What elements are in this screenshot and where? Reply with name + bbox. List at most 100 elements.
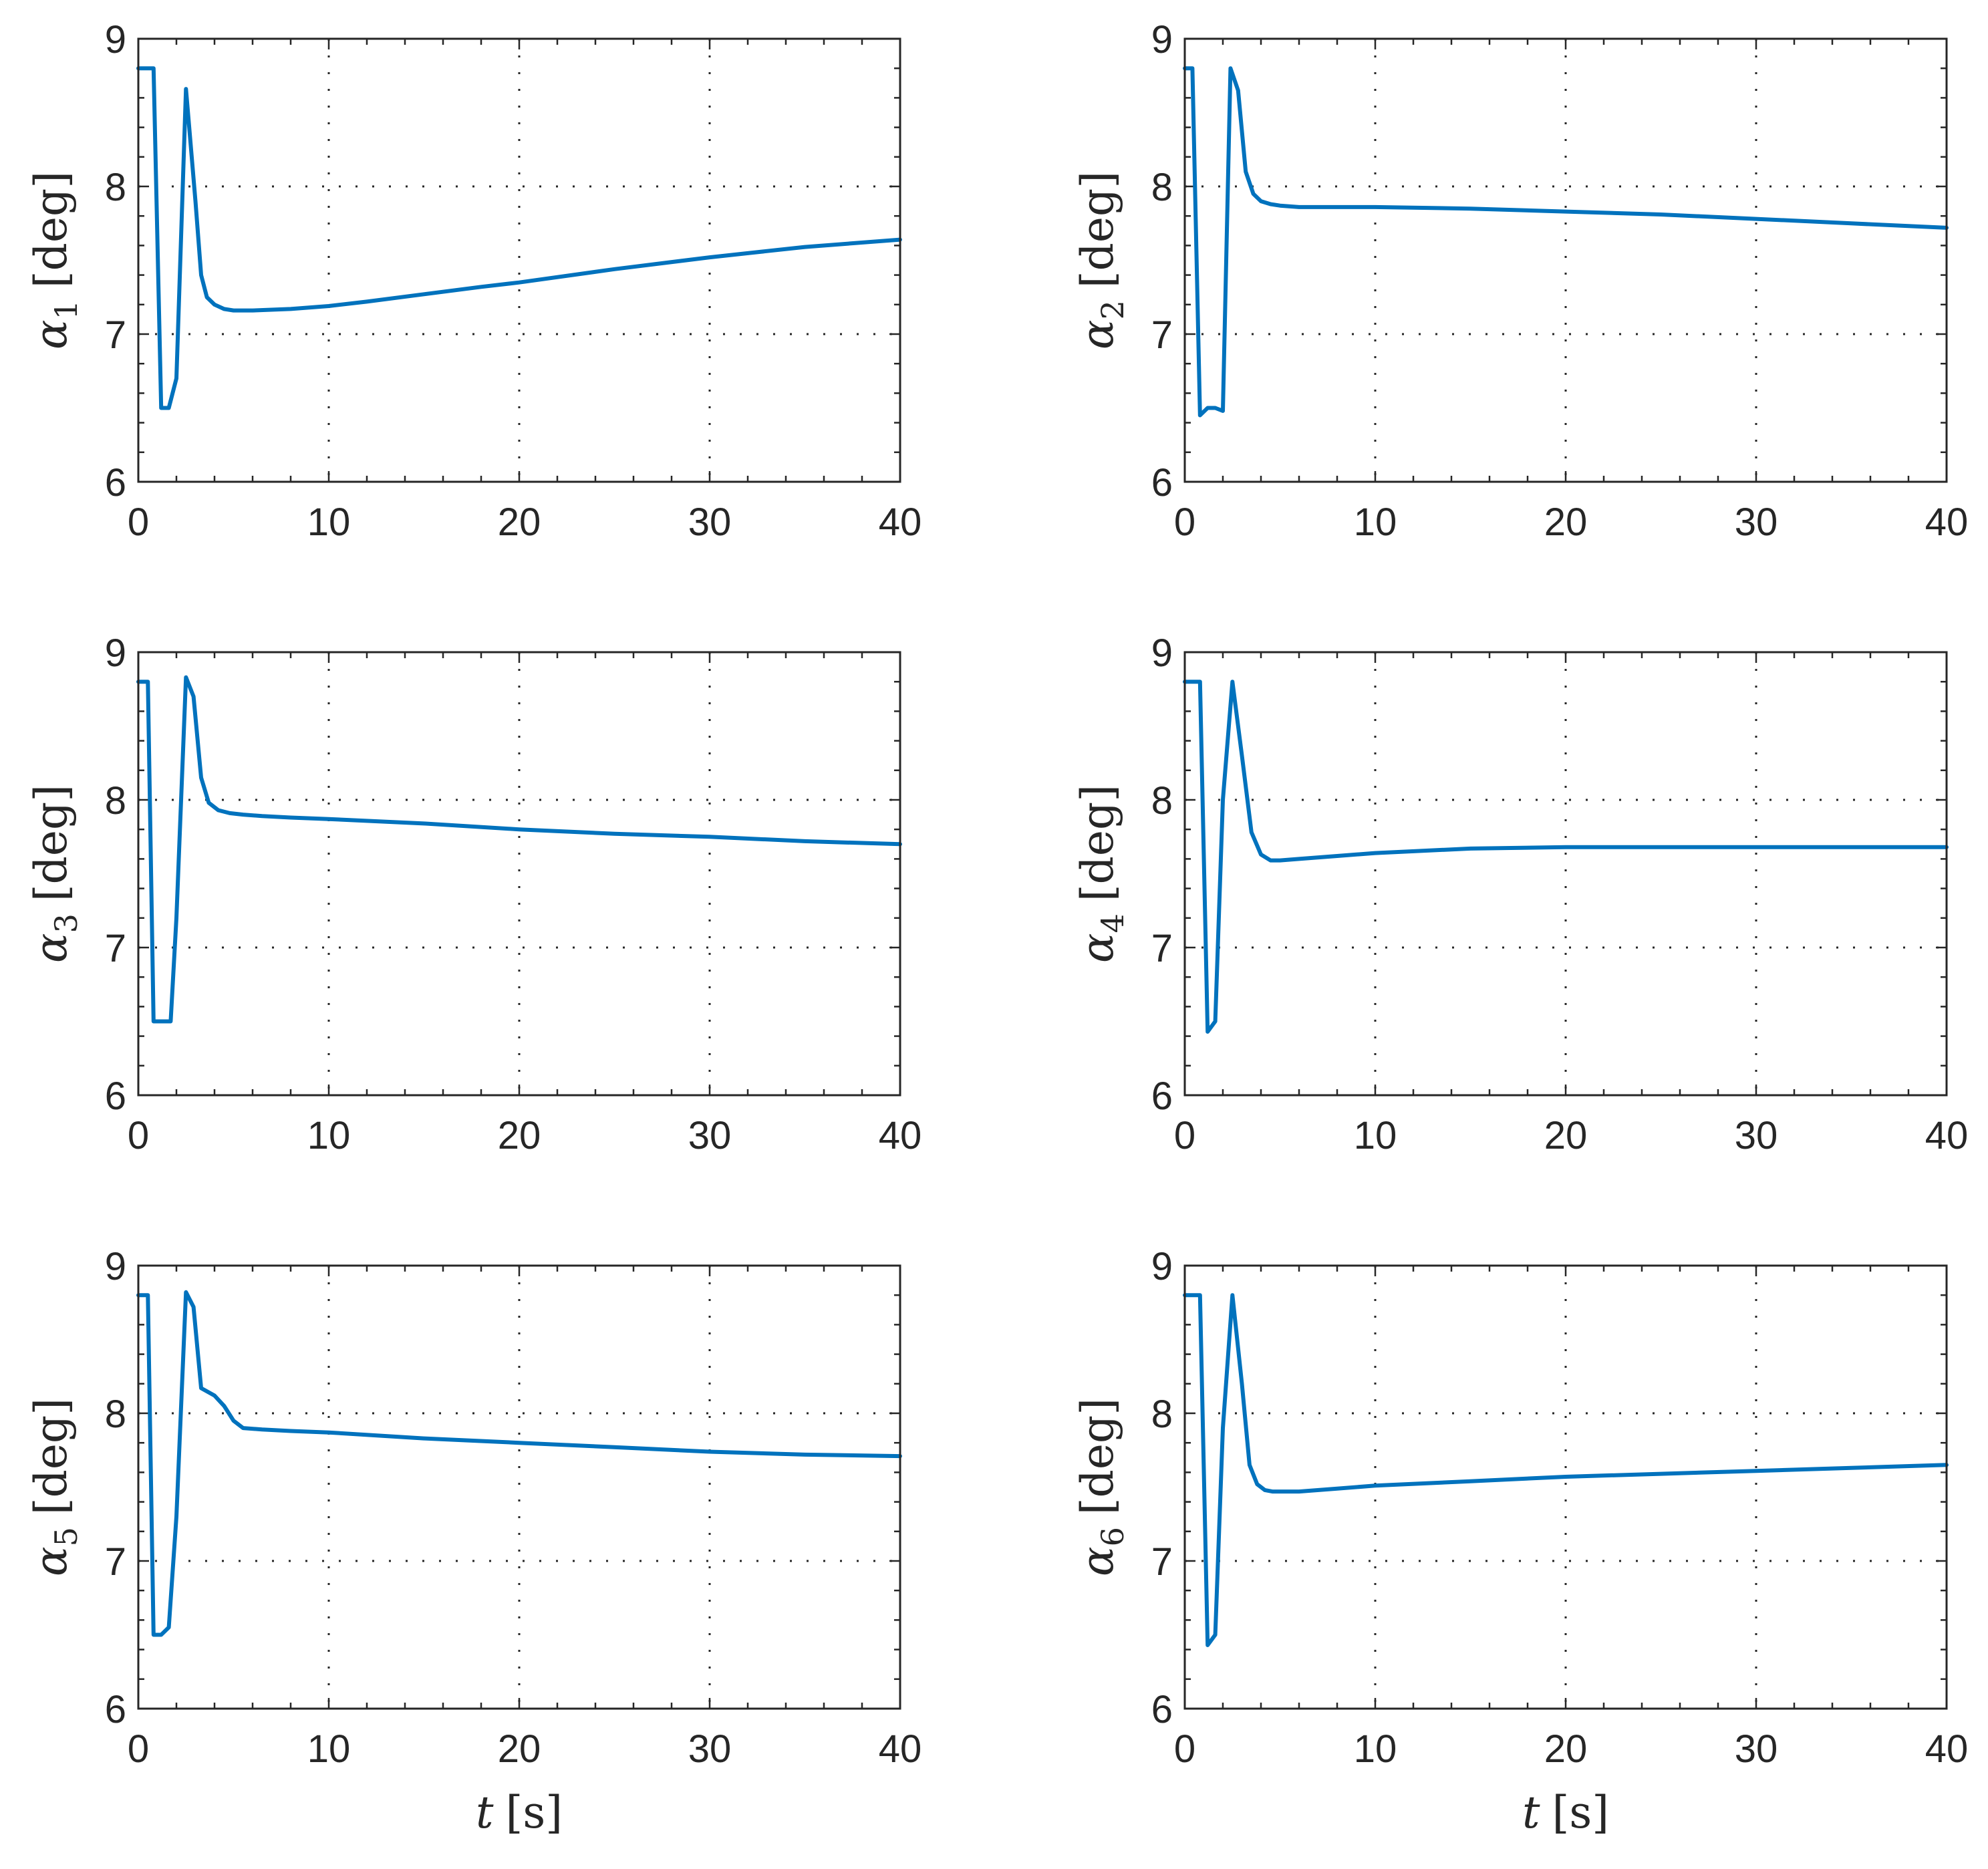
x-tick-label: 40: [1925, 1114, 1969, 1157]
x-tick-label: 10: [307, 500, 351, 544]
series-line-alpha1: [136, 66, 902, 410]
axes-box: [137, 37, 901, 483]
y-tick-label: 7: [105, 313, 126, 357]
y-label-symbol: α: [25, 1546, 77, 1576]
x-tick-label: 40: [1925, 500, 1969, 544]
x-tick-label: 30: [688, 1114, 732, 1157]
y-tick-label: 8: [105, 779, 126, 823]
y-label-symbol: α: [1072, 933, 1123, 963]
y-label-unit: [deg]: [25, 784, 77, 901]
x-tick-label: 40: [879, 1114, 922, 1157]
y-tick-label: 7: [105, 927, 126, 970]
x-tick-label: 0: [1174, 500, 1195, 544]
y-label-symbol: α: [25, 933, 77, 963]
x-tick-label: 40: [879, 1727, 922, 1771]
y-tick-label: 8: [105, 1393, 126, 1436]
y-tick-label: 6: [105, 1688, 126, 1731]
x-tick-label: 10: [1354, 1114, 1397, 1157]
x-tick-label: 20: [498, 500, 541, 544]
panel-alpha1: 0 10 20 30 40 6 7 8 9 α1 [deg]: [25, 18, 921, 544]
y-tick-label: 6: [105, 461, 126, 505]
x-tick-label: 0: [128, 1727, 149, 1771]
y-label-unit: [deg]: [1072, 784, 1123, 901]
y-tick-label: 9: [105, 18, 126, 61]
x-tick-label: 40: [1925, 1727, 1969, 1771]
axes-box: [137, 1264, 901, 1710]
y-tick-label: 9: [105, 631, 126, 675]
y-tick-label: 6: [105, 1074, 126, 1118]
x-tick-label: 20: [498, 1114, 541, 1157]
y-axis-label: α1 [deg]: [25, 171, 84, 349]
y-tick-label: 8: [1151, 779, 1173, 823]
x-tick-label: 40: [879, 500, 922, 544]
panel-alpha3: 0 10 20 30 40 6 7 8 9 α3 [deg]: [25, 631, 921, 1157]
y-tick-label: 9: [1151, 1245, 1173, 1288]
x-label-symbol: t: [476, 1787, 494, 1838]
series-line-alpha2: [1183, 66, 1949, 418]
y-tick-label: 7: [1151, 313, 1173, 357]
y-tick-label: 7: [105, 1540, 126, 1584]
y-label-unit: [deg]: [25, 1398, 77, 1515]
x-axis-label: t [s]: [1522, 1787, 1609, 1838]
axes-box: [1183, 37, 1948, 483]
series-line-alpha4: [1183, 680, 1949, 1034]
x-tick-label: 0: [1174, 1114, 1195, 1157]
x-tick-label: 10: [1354, 1727, 1397, 1771]
x-label-unit: [s]: [506, 1787, 563, 1838]
y-label-unit: [deg]: [1072, 171, 1123, 288]
x-tick-label: 20: [1544, 1114, 1588, 1157]
x-tick-label: 10: [1354, 500, 1397, 544]
y-tick-label: 9: [1151, 631, 1173, 675]
y-label-subscript: 2: [1095, 300, 1131, 319]
x-label-symbol: t: [1522, 1787, 1540, 1838]
y-tick-label: 8: [1151, 1393, 1173, 1436]
y-axis-label: α6 [deg]: [1072, 1398, 1131, 1576]
x-tick-label: 0: [1174, 1727, 1195, 1771]
y-tick-label: 6: [1151, 461, 1173, 505]
x-tick-label: 10: [307, 1114, 351, 1157]
y-tick-label: 6: [1151, 1074, 1173, 1118]
y-label-subscript: 5: [48, 1527, 84, 1546]
y-label-symbol: α: [25, 319, 77, 349]
y-tick-label: 6: [1151, 1688, 1173, 1731]
x-tick-label: 0: [128, 1114, 149, 1157]
y-label-subscript: 6: [1095, 1527, 1131, 1546]
y-label-unit: [deg]: [1072, 1398, 1123, 1515]
axes-box: [1183, 1264, 1948, 1710]
y-tick-label: 9: [1151, 18, 1173, 61]
x-tick-label: 20: [498, 1727, 541, 1771]
y-tick-label: 8: [1151, 166, 1173, 209]
y-label-symbol: α: [1072, 1546, 1123, 1576]
panel-alpha2: 0 10 20 30 40 6 7 8 9 α2 [deg]: [1072, 18, 1968, 544]
series-line-alpha6: [1183, 1293, 1949, 1647]
x-tick-label: 30: [1735, 1114, 1778, 1157]
y-tick-label: 9: [105, 1245, 126, 1288]
x-axis-label: t [s]: [476, 1787, 563, 1838]
y-tick-label: 7: [1151, 927, 1173, 970]
y-axis-label: α2 [deg]: [1072, 171, 1131, 349]
series-line-alpha5: [136, 1290, 902, 1637]
x-tick-label: 30: [688, 1727, 732, 1771]
axes-box: [1183, 651, 1948, 1097]
y-label-subscript: 1: [48, 300, 84, 319]
x-tick-label: 10: [307, 1727, 351, 1771]
y-label-subscript: 4: [1095, 913, 1131, 933]
x-tick-label: 30: [688, 500, 732, 544]
axes-box: [137, 651, 901, 1097]
x-tick-label: 30: [1735, 500, 1778, 544]
x-tick-label: 20: [1544, 1727, 1588, 1771]
y-axis-label: α4 [deg]: [1072, 784, 1131, 963]
panel-alpha5: 0 10 20 30 40 6 7 8 9 α5 [deg] t [s]: [25, 1245, 921, 1838]
series-line-alpha3: [136, 675, 902, 1024]
y-tick-label: 7: [1151, 1540, 1173, 1584]
x-label-unit: [s]: [1552, 1787, 1609, 1838]
y-axis-label: α3 [deg]: [25, 784, 84, 963]
y-axis-label: α5 [deg]: [25, 1398, 84, 1576]
panel-alpha4: 0 10 20 30 40 6 7 8 9 α4 [deg]: [1072, 631, 1968, 1157]
y-tick-label: 8: [105, 166, 126, 209]
y-label-symbol: α: [1072, 319, 1123, 349]
y-label-unit: [deg]: [25, 171, 77, 288]
x-tick-label: 30: [1735, 1727, 1778, 1771]
